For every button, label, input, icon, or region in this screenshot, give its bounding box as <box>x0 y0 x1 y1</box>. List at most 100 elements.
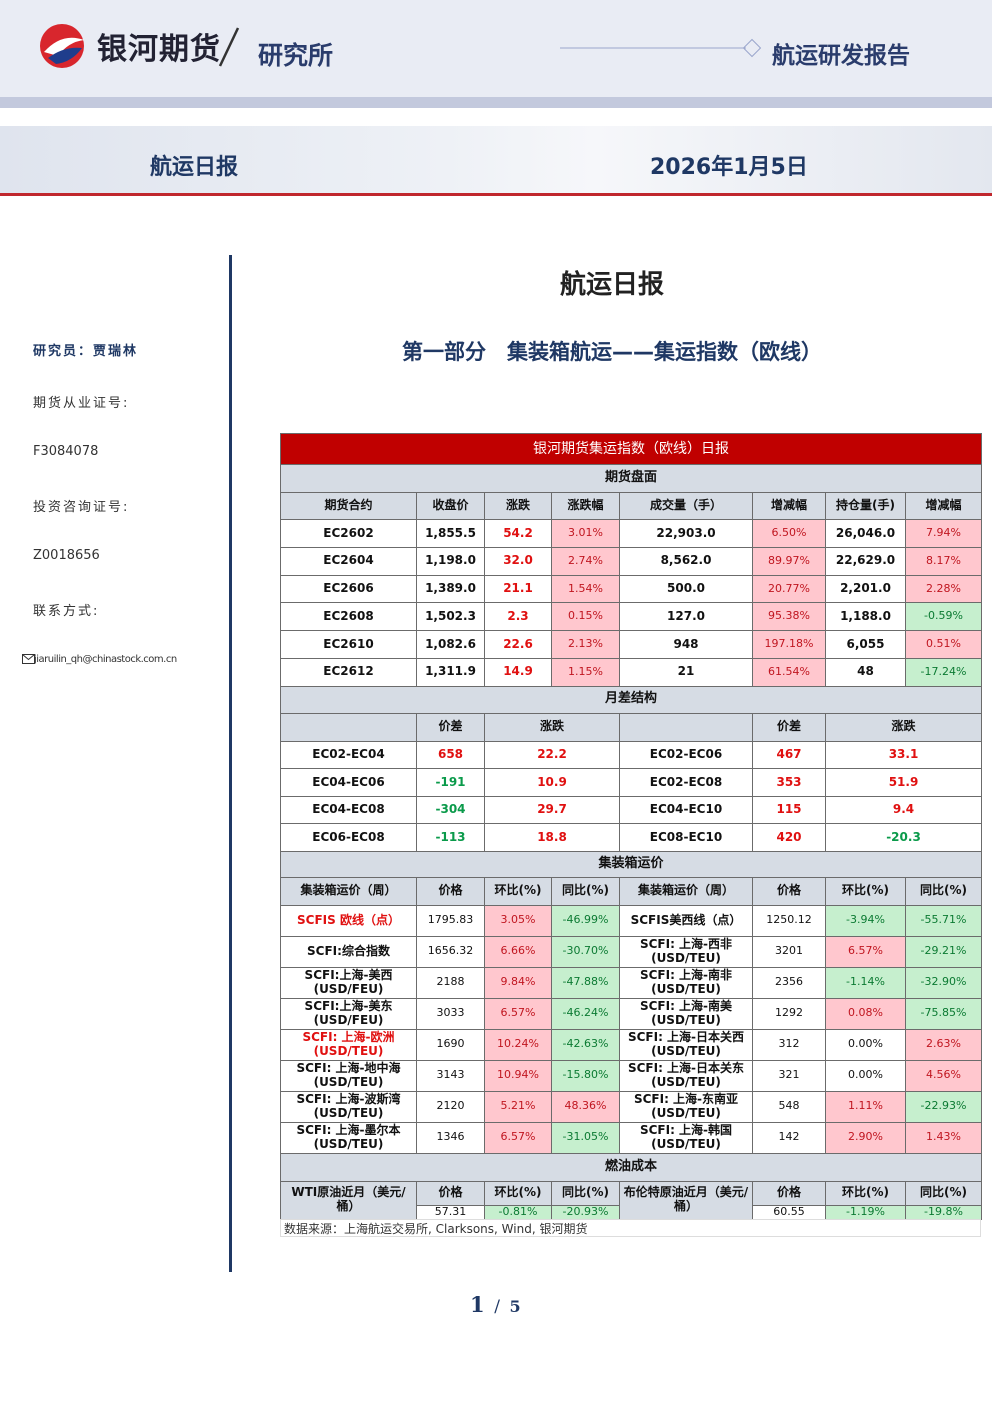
cell: 57.31 <box>416 1204 485 1220</box>
cell: 6.57% <box>825 935 906 968</box>
top-bar <box>0 0 992 97</box>
cell: 1292 <box>752 997 826 1030</box>
cell: EC06-EC08 <box>280 823 417 852</box>
table-row: EC02-EC04 658 22.2 EC02-EC06 467 33.1 <box>280 740 982 770</box>
column-header: 价差 <box>416 712 485 742</box>
cell: 89.97% <box>752 546 826 576</box>
cell: -32.90% <box>905 966 982 999</box>
cell: SCFIS 欧线（点） <box>280 904 417 937</box>
cell: 1250.12 <box>752 904 826 937</box>
cell: EC04-EC06 <box>280 768 417 797</box>
table-row: EC2606 1,389.0 21.1 1.54% 500.0 20.77% 2,201.0… <box>280 574 982 604</box>
cell: SCFI: 上海-日本关东 (USD/TEU) <box>619 1059 753 1092</box>
cell: EC2602 <box>280 519 417 548</box>
cell: -20.3 <box>825 823 982 852</box>
cell: SCFI: 上海-东南亚 (USD/TEU) <box>619 1090 753 1123</box>
column-header: 价格 <box>752 876 826 906</box>
cell: 1,855.5 <box>416 519 485 548</box>
cell: -42.63% <box>551 1028 620 1061</box>
cell: -304 <box>416 795 485 825</box>
column-header <box>280 712 417 742</box>
cell: 2.90% <box>825 1121 906 1154</box>
cell: 548 <box>752 1090 826 1123</box>
cell: 1,502.3 <box>416 602 485 632</box>
cell: 10.24% <box>484 1028 552 1061</box>
cell: 2120 <box>416 1090 485 1123</box>
cell: -19.8% <box>905 1204 982 1220</box>
cell: 2.3 <box>484 602 552 632</box>
cell: -75.85% <box>905 997 982 1030</box>
table-row: 期货盘面 <box>280 464 982 493</box>
email: jiaruilin_qh@chinastock.com.cn <box>34 654 177 665</box>
cell: 142 <box>752 1121 826 1154</box>
divider <box>560 38 762 58</box>
column-header: 集装箱运价（周） <box>280 876 417 906</box>
cell: EC2610 <box>280 630 417 659</box>
mail-icon <box>22 654 35 664</box>
cell: EC2608 <box>280 602 417 632</box>
cell: 3.01% <box>551 519 620 548</box>
column-header: 同比(%) <box>905 876 982 906</box>
cell: 7.94% <box>905 519 982 548</box>
cell: 0.08% <box>825 997 906 1030</box>
cell: 1.54% <box>551 574 620 604</box>
cell: 48.36% <box>551 1090 620 1123</box>
cell: 54.2 <box>484 519 552 548</box>
cell: 2,201.0 <box>825 574 906 604</box>
column-header: 涨跌 <box>484 492 552 520</box>
table-row: 集装箱运价 <box>280 850 982 878</box>
column-header: 价格 <box>416 876 485 906</box>
cell: 10.9 <box>484 768 620 797</box>
cell: 1,198.0 <box>416 546 485 576</box>
cell: 8.17% <box>905 546 982 576</box>
cell: -113 <box>416 823 485 852</box>
cell: -20.93% <box>551 1204 620 1220</box>
page-current: 1 <box>470 1292 485 1317</box>
banner-date: 2026年1月5日 <box>650 155 808 180</box>
cell: EC04-EC08 <box>280 795 417 825</box>
cell: 353 <box>752 768 826 797</box>
table-row: SCFI: 上海-欧洲 (USD/TEU) 1690 10.24% -42.63% SC… <box>280 1028 982 1061</box>
cell: 22.2 <box>484 740 620 770</box>
cell: EC02-EC08 <box>619 768 753 797</box>
cell: 95.38% <box>752 602 826 632</box>
cell: 1,311.9 <box>416 657 485 687</box>
cell: 22,629.0 <box>825 546 906 576</box>
cell: -0.59% <box>905 602 982 632</box>
cell: 1346 <box>416 1121 485 1154</box>
cell: SCFI: 上海-南非 (USD/TEU) <box>619 966 753 999</box>
cell: 5.21% <box>484 1090 552 1123</box>
cell: -31.05% <box>551 1121 620 1154</box>
table-row: 价差 涨跌 价差 涨跌 <box>280 712 982 742</box>
cell: 22,903.0 <box>619 519 753 548</box>
main-title: 航运日报 <box>559 270 664 300</box>
column-header: 环比(%) <box>484 1180 552 1206</box>
cell: -0.81% <box>484 1204 552 1220</box>
table-row: EC2612 1,311.9 14.9 1.15% 21 61.54% 48 -17.24% <box>280 657 982 687</box>
cell: 1,082.6 <box>416 630 485 659</box>
cell: 6.57% <box>484 997 552 1030</box>
cell: 312 <box>752 1028 826 1061</box>
cell: 321 <box>752 1059 826 1092</box>
cell: SCFI: 上海-波斯湾 (USD/TEU) <box>280 1090 417 1123</box>
cell: SCFI: 上海-西非 (USD/TEU) <box>619 935 753 968</box>
cell: 500.0 <box>619 574 753 604</box>
cell: 6.57% <box>484 1121 552 1154</box>
side-rule <box>229 255 232 1272</box>
cell: 14.9 <box>484 657 552 687</box>
license-label: 期货从业证号: <box>33 396 130 411</box>
cell: 0.00% <box>825 1059 906 1092</box>
cell: 3143 <box>416 1059 485 1092</box>
cell: 127.0 <box>619 602 753 632</box>
cell: 467 <box>752 740 826 770</box>
page-total: 5 <box>509 1297 521 1316</box>
cell: -1.14% <box>825 966 906 999</box>
table-row: EC06-EC08 -113 18.8 EC08-EC10 420 -20.3 <box>280 823 982 852</box>
cell: 2356 <box>752 966 826 999</box>
cell: 3201 <box>752 935 826 968</box>
cell: SCFI: 上海-韩国 (USD/TEU) <box>619 1121 753 1154</box>
cell: -55.71% <box>905 904 982 937</box>
section-header: 集装箱运价 <box>280 850 982 878</box>
cell: SCFI: 上海-南美 (USD/TEU) <box>619 997 753 1030</box>
